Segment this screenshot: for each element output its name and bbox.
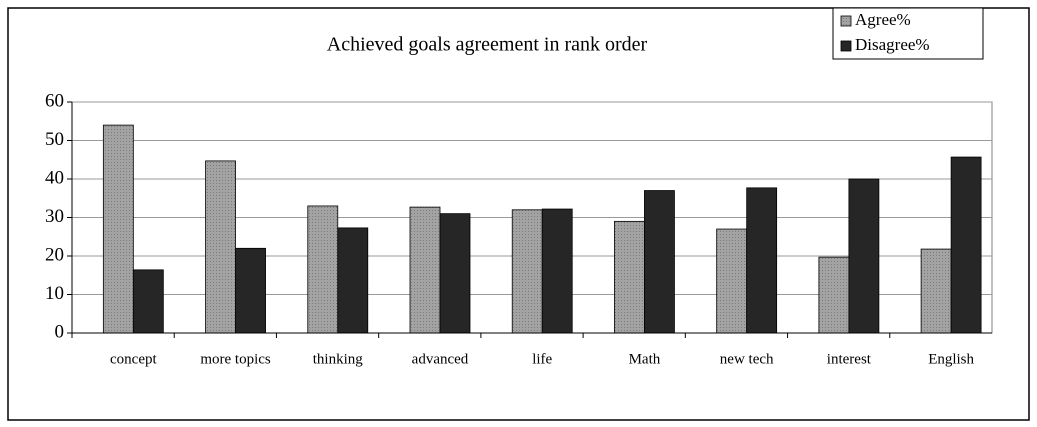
x-tick-label: English — [928, 351, 974, 367]
bar — [235, 247, 266, 334]
bar — [746, 187, 778, 334]
legend-label: Disagree% — [855, 35, 930, 54]
y-tick-label: 60 — [45, 90, 64, 111]
bar — [644, 190, 675, 334]
y-tick-label: 30 — [45, 206, 64, 227]
y-tick-label: 20 — [45, 244, 64, 265]
bar — [102, 124, 134, 334]
bar — [409, 206, 441, 334]
bar — [716, 228, 748, 334]
y-tick-label: 10 — [45, 283, 64, 304]
bar — [337, 227, 369, 334]
bar — [818, 256, 850, 334]
x-tick-label: interest — [827, 351, 872, 367]
bar — [439, 213, 471, 334]
x-tick-label: advanced — [412, 351, 469, 367]
x-tick-label: life — [532, 351, 552, 367]
chart-title: Achieved goals agreement in rank order — [327, 34, 648, 56]
bar — [307, 205, 339, 334]
bar — [920, 248, 952, 334]
bar — [205, 160, 236, 334]
y-tick-label: 50 — [45, 129, 64, 150]
bar — [511, 209, 543, 334]
x-tick-label: more topics — [200, 351, 271, 367]
x-tick-label: concept — [110, 351, 157, 367]
bar — [848, 178, 880, 334]
legend-swatch — [840, 40, 852, 52]
bar — [132, 269, 164, 334]
legend — [832, 7, 984, 60]
legend-swatch — [840, 15, 852, 27]
x-tick-label: thinking — [313, 351, 364, 367]
x-tick-label: new tech — [720, 351, 774, 367]
bar — [614, 220, 645, 334]
y-tick-label: 40 — [45, 167, 64, 188]
bar — [950, 156, 982, 334]
y-tick-label: 0 — [55, 321, 65, 342]
bar — [541, 208, 573, 334]
legend-label: Agree% — [855, 10, 911, 29]
x-tick-label: Math — [629, 351, 661, 367]
